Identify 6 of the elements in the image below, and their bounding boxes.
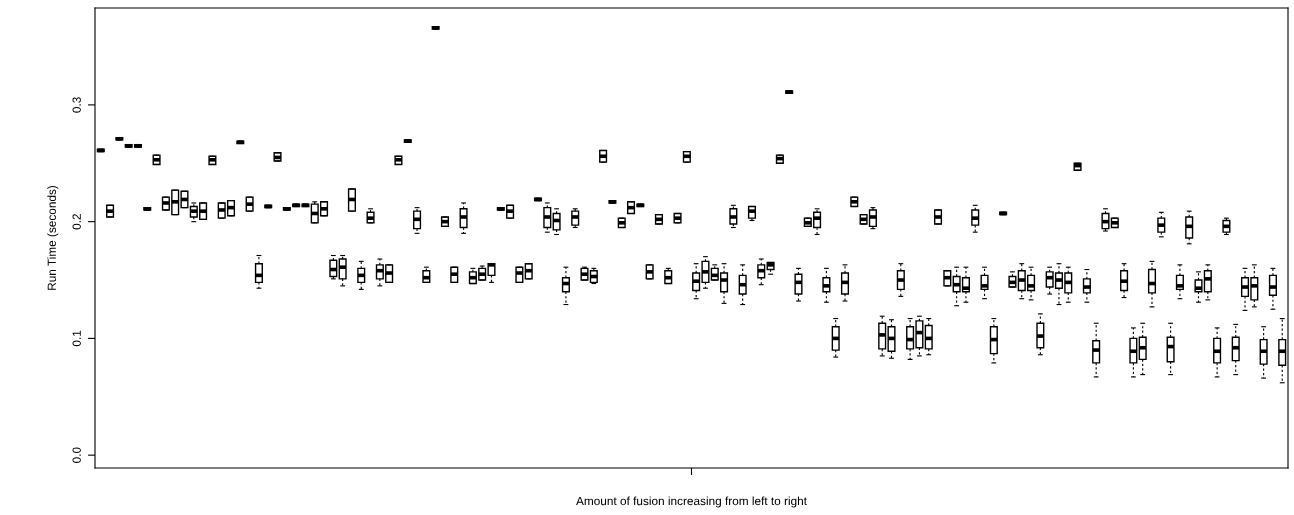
y-axis-title: Run Time (seconds) <box>47 185 59 290</box>
x-axis-title: Amount of fusion increasing from left to right <box>576 496 807 508</box>
y-tick-label: 0.1 <box>72 330 81 347</box>
y-tick-label: 0.2 <box>72 214 81 230</box>
y-tick-label: 0.3 <box>72 97 81 113</box>
y-tick-label: 0.0 <box>72 447 81 463</box>
